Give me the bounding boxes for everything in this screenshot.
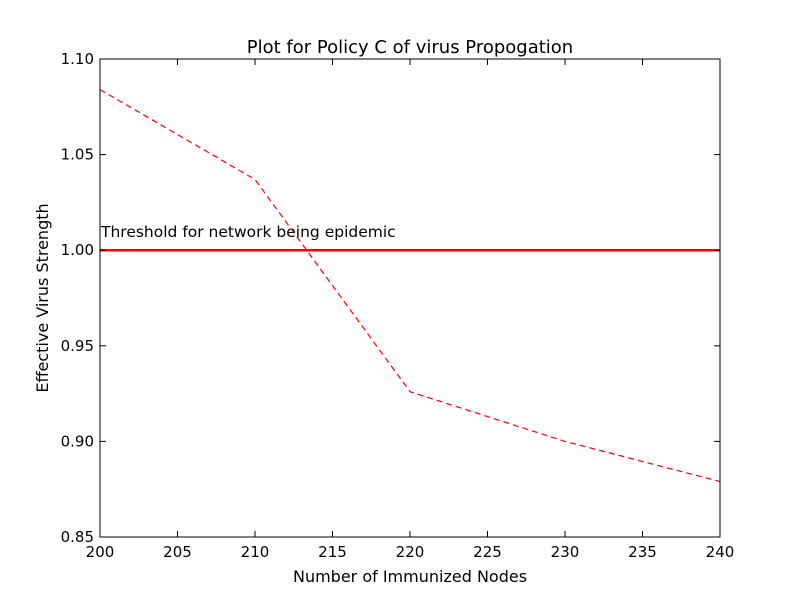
y-tick-label: 0.95: [61, 337, 94, 355]
plot-content: Threshold for network being epidemic: [99, 89, 721, 483]
x-tick-label: 220: [396, 543, 425, 561]
x-tick-label: 205: [163, 543, 192, 561]
chart-title: Plot for Policy C of virus Propogation: [247, 37, 573, 58]
x-tick-label: 215: [318, 543, 347, 561]
y-tick-label: 1.05: [61, 146, 94, 164]
x-axis-label: Number of Immunized Nodes: [293, 567, 527, 586]
x-tick-label: 230: [551, 543, 580, 561]
y-axis-label: Effective Virus Strength: [33, 203, 52, 392]
y-tick-label: 0.85: [61, 528, 94, 546]
y-tick-label: 0.90: [61, 432, 94, 450]
y-tick-label: 1.10: [61, 50, 94, 68]
axis-ticks: 200 205 210 215 220 225 230 235 240 0.85 0.90 0.95 1…: [61, 50, 735, 561]
y-tick-label: 1.00: [61, 241, 94, 259]
x-tick-label: 210: [241, 543, 270, 561]
x-tick-label: 200: [86, 543, 115, 561]
x-tick-label: 240: [706, 543, 735, 561]
series-line-0: [99, 89, 721, 483]
x-tick-label: 235: [628, 543, 657, 561]
x-tick-label: 225: [473, 543, 502, 561]
threshold-annotation: Threshold for network being epidemic: [100, 223, 396, 241]
